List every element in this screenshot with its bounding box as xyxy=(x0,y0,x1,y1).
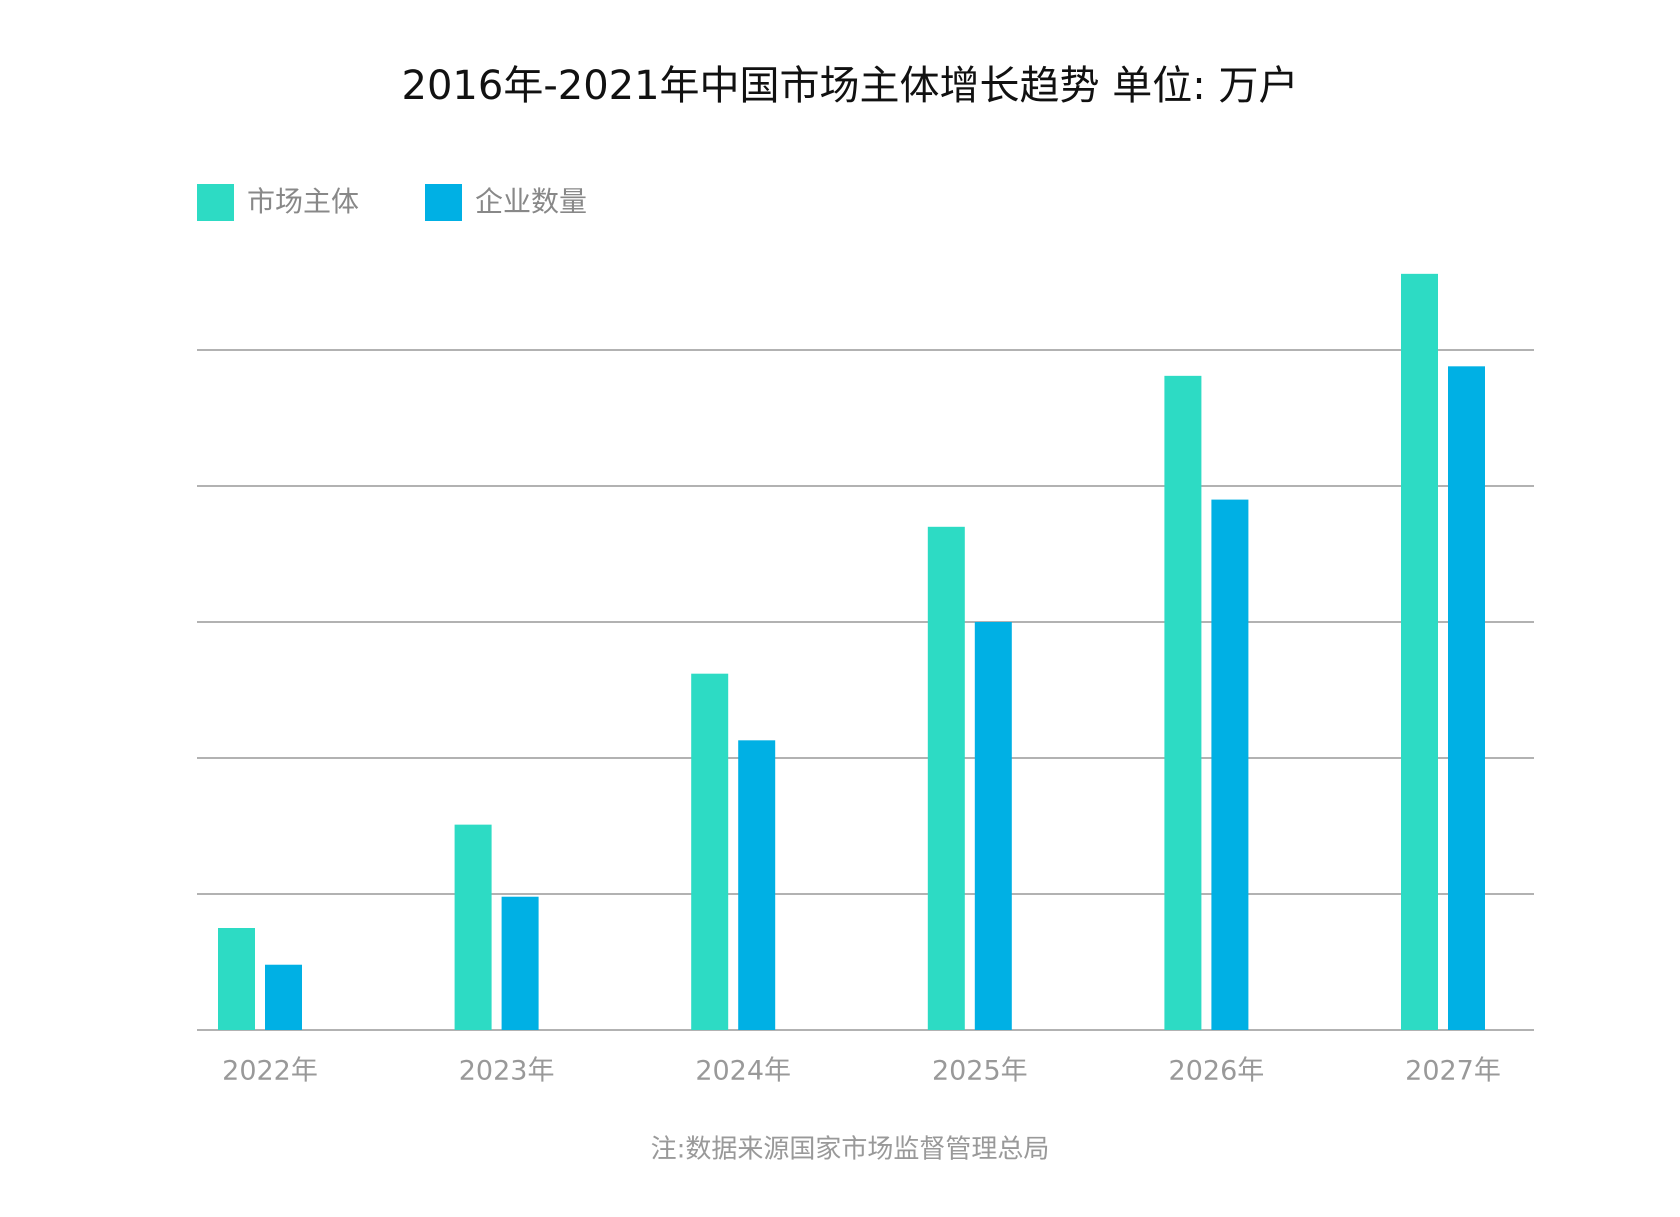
x-tick-label: 2027年 xyxy=(1405,1056,1501,1087)
bar xyxy=(691,673,729,1030)
bar xyxy=(501,896,539,1030)
bar xyxy=(1164,375,1202,1031)
bar xyxy=(218,928,255,1030)
footnote: 注:数据来源国家市场监督管理总局 xyxy=(651,1135,1050,1165)
bar xyxy=(1448,366,1485,1030)
legend-swatch xyxy=(197,184,234,221)
bar xyxy=(927,526,965,1030)
bar xyxy=(974,622,1012,1030)
legend-label: 市场主体 xyxy=(247,185,359,218)
bar xyxy=(454,824,492,1030)
legend-swatch xyxy=(425,184,462,221)
x-tick-label: 2023年 xyxy=(459,1056,555,1087)
bar xyxy=(738,740,776,1030)
legend-label: 企业数量 xyxy=(475,185,587,218)
x-tick-label: 2022年 xyxy=(222,1056,318,1087)
bar xyxy=(1211,499,1249,1031)
x-tick-label: 2024年 xyxy=(695,1056,791,1087)
chart-title: 2016年-2021年中国市场主体增长趋势 单位: 万户 xyxy=(402,63,1299,109)
x-tick-label: 2025年 xyxy=(932,1056,1028,1087)
bar xyxy=(265,964,302,1030)
x-tick-label: 2026年 xyxy=(1169,1056,1265,1087)
bar xyxy=(1401,273,1438,1031)
